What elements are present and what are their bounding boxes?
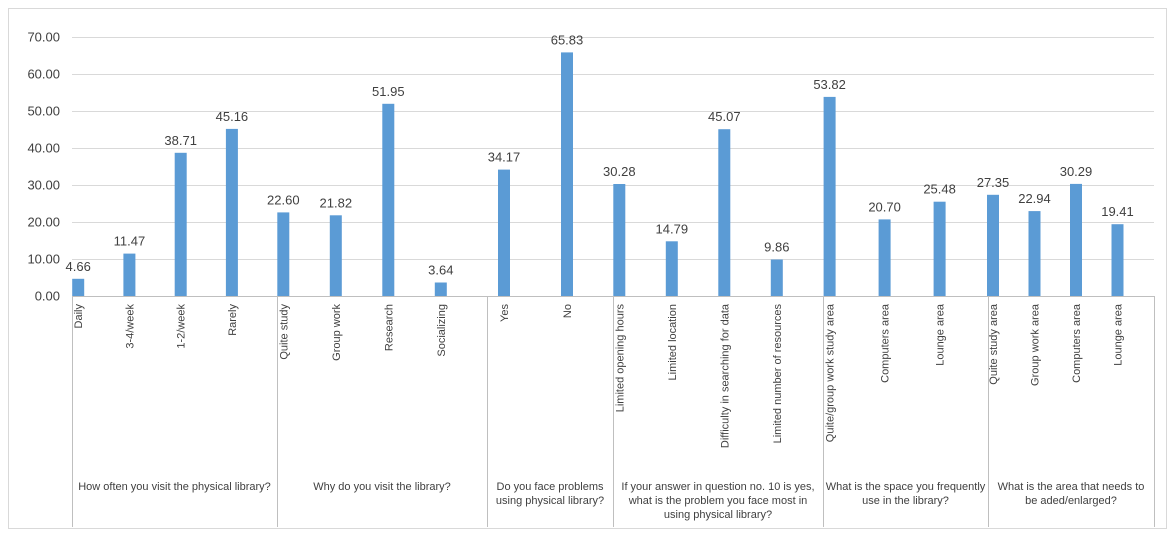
- bar: [1028, 211, 1041, 296]
- data-label: 30.28: [603, 164, 636, 179]
- category-label: Limited opening hours: [614, 304, 626, 413]
- category-label: 1-2/week: [176, 304, 188, 349]
- category-label: Difficulty in searching for data: [719, 303, 731, 448]
- category-label: Socializing: [436, 304, 448, 357]
- bar: [823, 96, 836, 297]
- group-label: How often you visit the physical library…: [78, 481, 271, 493]
- bar: [718, 129, 731, 296]
- category-label: Lounge area: [1113, 303, 1125, 366]
- category-label: 3-4/week: [124, 304, 136, 349]
- category-label: Limited number of resources: [772, 304, 784, 444]
- category-label: Quite/group work study area: [825, 303, 837, 442]
- bar: [72, 278, 85, 296]
- category-label: Quite study: [278, 304, 290, 360]
- bar: [665, 241, 678, 296]
- category-label: Limited location: [667, 304, 679, 380]
- bar: [770, 259, 783, 296]
- data-label: 22.60: [267, 192, 300, 207]
- data-label: 19.41: [1101, 204, 1134, 219]
- data-label: 21.82: [320, 195, 353, 210]
- y-tick-label: 40.00: [27, 141, 60, 156]
- y-tick-label: 0.00: [35, 289, 60, 304]
- data-label: 3.64: [428, 263, 453, 278]
- bar: [933, 201, 946, 296]
- category-label: Computers area: [1071, 303, 1083, 383]
- bar: [1111, 224, 1124, 296]
- category-label: Quite study area: [988, 303, 1000, 385]
- category-label: Research: [383, 304, 395, 351]
- category-label: Group work area: [1030, 303, 1042, 386]
- data-label: 14.79: [656, 221, 689, 236]
- y-tick-label: 20.00: [27, 215, 60, 230]
- data-label: 45.07: [708, 109, 741, 124]
- chart-frame: [8, 8, 1167, 529]
- data-label: 22.94: [1018, 191, 1051, 206]
- category-label: Computers area: [880, 303, 892, 383]
- bar: [329, 215, 342, 296]
- group-label: What is the space you frequently use in …: [825, 481, 986, 507]
- data-label: 25.48: [923, 182, 956, 197]
- group-label: What is the area that needs to be aded/e…: [997, 481, 1145, 507]
- bar: [174, 152, 187, 296]
- data-label: 30.29: [1060, 164, 1093, 179]
- bar: [987, 194, 999, 296]
- category-label: Rarely: [227, 304, 239, 336]
- data-label: 53.82: [813, 77, 846, 92]
- group-label: If your answer in question no. 10 is yes…: [621, 481, 815, 521]
- bar: [225, 128, 238, 296]
- bar: [878, 219, 891, 296]
- data-label: 11.47: [114, 234, 146, 249]
- data-label: 38.71: [164, 133, 197, 148]
- bar: [613, 184, 626, 296]
- group-label: Do you face problems using physical libr…: [495, 481, 605, 507]
- data-label: 20.70: [868, 199, 901, 214]
- data-label: 9.86: [764, 240, 789, 255]
- data-label: 27.35: [977, 175, 1010, 190]
- y-tick-label: 30.00: [27, 178, 60, 193]
- data-label: 4.66: [66, 259, 91, 274]
- category-label: Daily: [73, 304, 85, 329]
- bar: [498, 169, 510, 296]
- category-label: No: [562, 304, 574, 318]
- bar: [382, 103, 395, 296]
- y-tick-label: 10.00: [27, 252, 60, 267]
- category-label: Group work: [331, 304, 343, 361]
- bar: [434, 282, 447, 296]
- data-label: 34.17: [488, 150, 521, 165]
- bar: [561, 52, 573, 297]
- bar: [277, 212, 290, 296]
- y-tick-label: 60.00: [27, 67, 60, 82]
- bar: [123, 253, 136, 296]
- data-label: 65.83: [551, 32, 584, 47]
- y-tick-label: 70.00: [27, 30, 60, 45]
- bar: [1070, 183, 1082, 296]
- group-label: Why do you visit the library?: [313, 481, 451, 493]
- data-label: 45.16: [216, 109, 249, 124]
- data-label: 51.95: [372, 84, 405, 99]
- y-tick-label: 50.00: [27, 104, 60, 119]
- category-label: Yes: [499, 304, 511, 322]
- category-label: Lounge area: [935, 303, 947, 366]
